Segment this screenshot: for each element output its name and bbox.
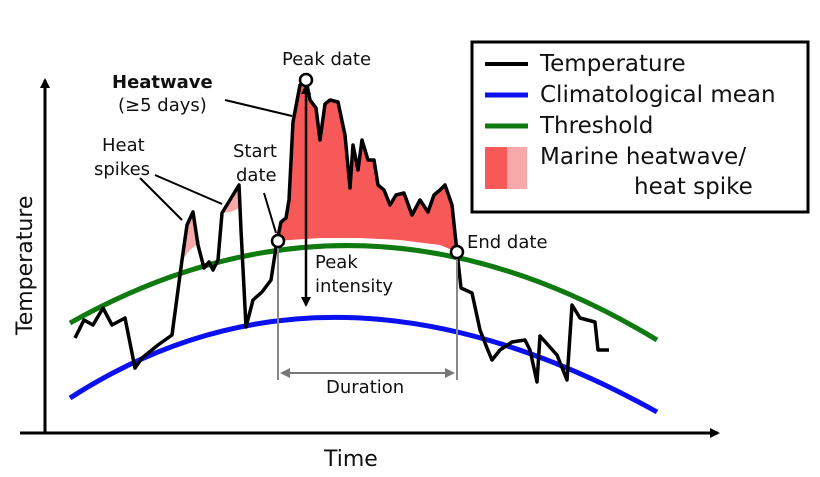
peak-date-marker: [298, 72, 314, 88]
start-date-pointer: [263, 192, 277, 234]
heatwave-subtitle: (≥5 days): [118, 95, 207, 116]
legend-label-heatwave-line1: Marine heatwave/: [540, 144, 746, 170]
heatwave-area: [277, 80, 457, 252]
peak-intensity-label-line2: intensity: [315, 276, 393, 297]
legend-swatch-heatwave: [485, 147, 507, 189]
start-date-label-line2: date: [236, 165, 277, 186]
threshold-line: [68, 243, 659, 343]
heat-spikes-pointer-2: [154, 174, 223, 205]
heat-spikes-label-line1: Heat: [102, 135, 145, 156]
heatwave-title: Heatwave: [112, 72, 213, 93]
legend-label-threshold: Threshold: [539, 113, 653, 139]
heat-spike-area-1: [182, 212, 200, 260]
start-date-marker: [270, 233, 286, 249]
peak-intensity-label-line1: Peak: [315, 252, 358, 273]
legend: Temperature Climatological mean Threshol…: [470, 40, 810, 214]
legend-label-heatwave-line2: heat spike: [634, 174, 753, 200]
legend-label-temperature: Temperature: [539, 51, 686, 77]
temperature-line: [73, 78, 609, 384]
end-date-marker: [449, 244, 465, 260]
legend-label-climatology: Climatological mean: [540, 82, 776, 108]
heat-spikes-label-line2: spikes: [94, 159, 150, 180]
end-date-label: End date: [467, 232, 548, 253]
start-date-label-line1: Start: [233, 141, 277, 162]
legend-swatch-heat-spike: [507, 147, 527, 189]
x-axis-label: Time: [323, 447, 378, 472]
y-axis-label: Temperature: [13, 196, 38, 336]
heatwave-pointer-line: [224, 99, 293, 117]
duration-label: Duration: [326, 377, 404, 398]
heat-spikes-pointer-1: [139, 177, 183, 221]
peak-date-label: Peak date: [282, 49, 371, 70]
